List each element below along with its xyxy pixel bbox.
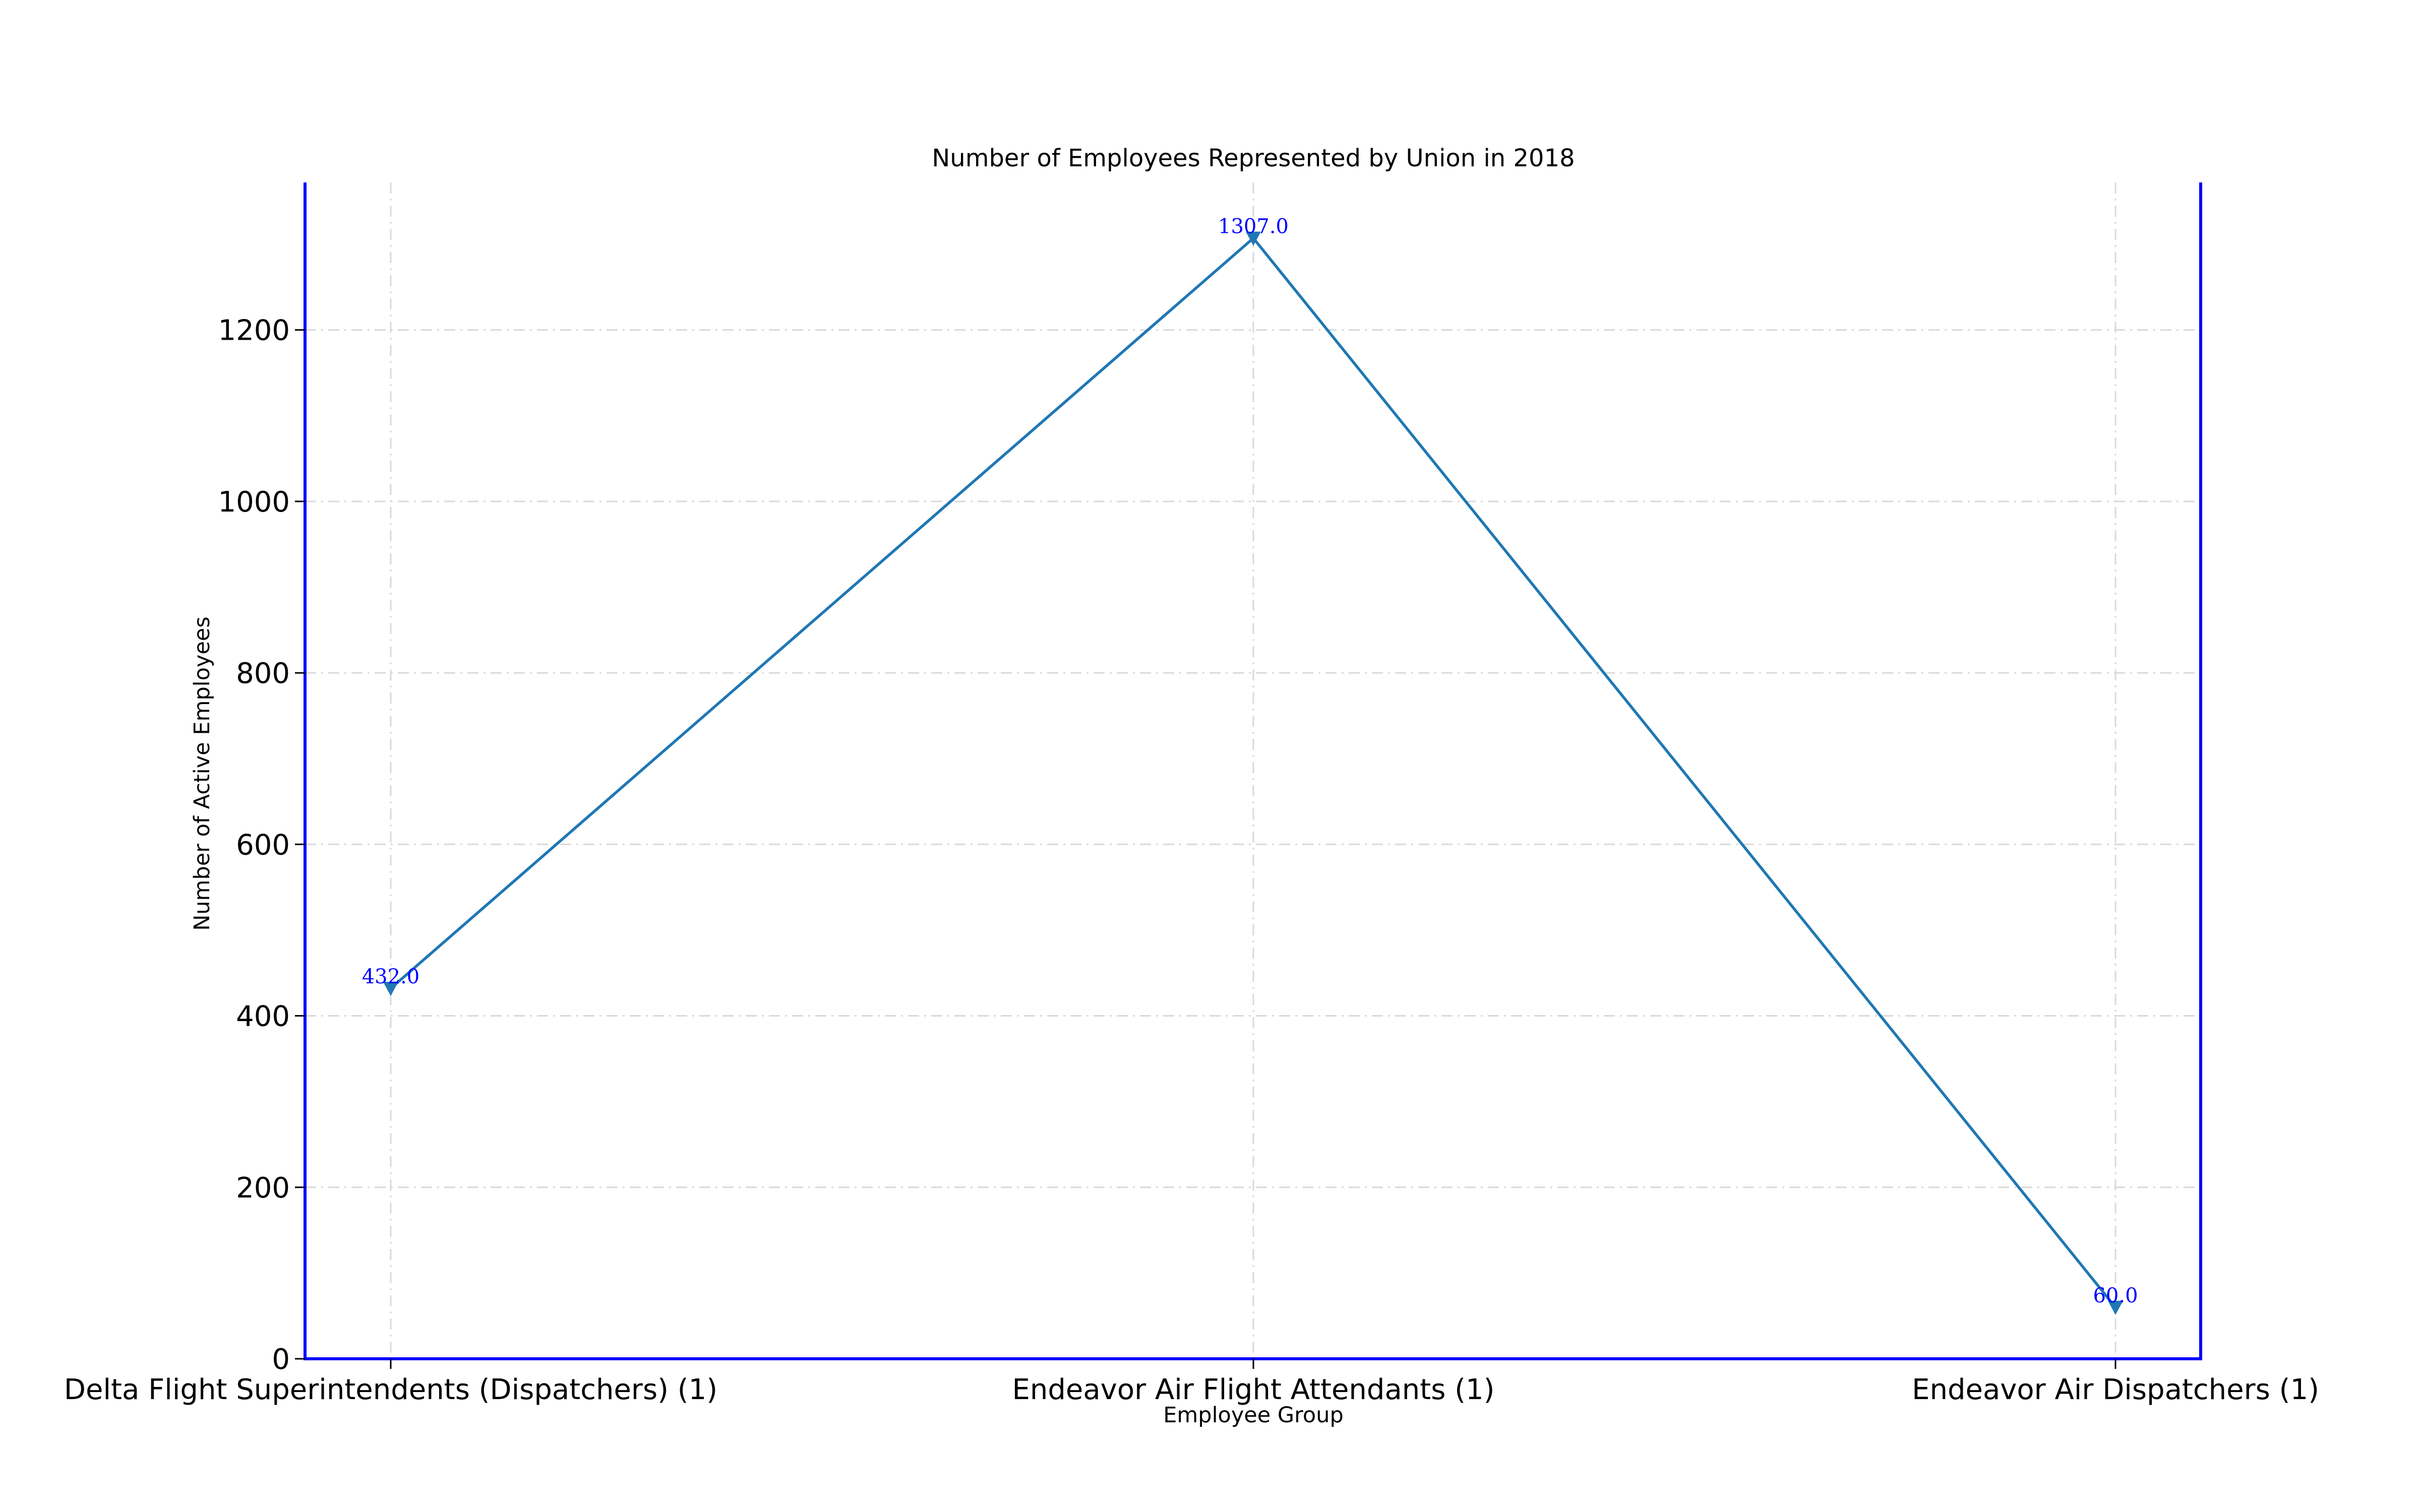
series-layer: 432.0 1307.0 60.0	[362, 215, 2138, 1315]
tick-layer: 0 200 400 600 800 1000 1200 Delta Flight Superi…	[64, 314, 2319, 1406]
data-point-marker	[383, 982, 398, 996]
chart-title: Number of Employees Represented by Union…	[932, 144, 1575, 172]
y-tick-label: 600	[236, 829, 290, 861]
data-label: 60.0	[2093, 1284, 2138, 1307]
y-tick-label: 1200	[218, 314, 290, 347]
y-tick-label: 800	[236, 657, 290, 690]
data-label: 1307.0	[1218, 215, 1289, 238]
y-tick-label: 400	[236, 1000, 290, 1033]
x-tick-label: Endeavor Air Dispatchers (1)	[1912, 1373, 2319, 1406]
y-tick-label: 200	[236, 1172, 290, 1205]
x-tick-label: Delta Flight Superintendents (Dispatcher…	[64, 1373, 717, 1406]
x-tick-label: Endeavor Air Flight Attendants (1)	[1012, 1373, 1494, 1406]
data-label: 432.0	[362, 965, 420, 988]
x-axis-label: Employee Group	[1163, 1403, 1344, 1428]
y-tick-label: 0	[272, 1343, 290, 1376]
grid-layer	[305, 182, 2201, 1359]
data-point-marker	[1246, 231, 1261, 246]
data-point-marker	[2108, 1300, 2123, 1315]
y-axis-label: Number of Active Employees	[190, 616, 215, 931]
y-tick-label: 1000	[218, 486, 290, 519]
